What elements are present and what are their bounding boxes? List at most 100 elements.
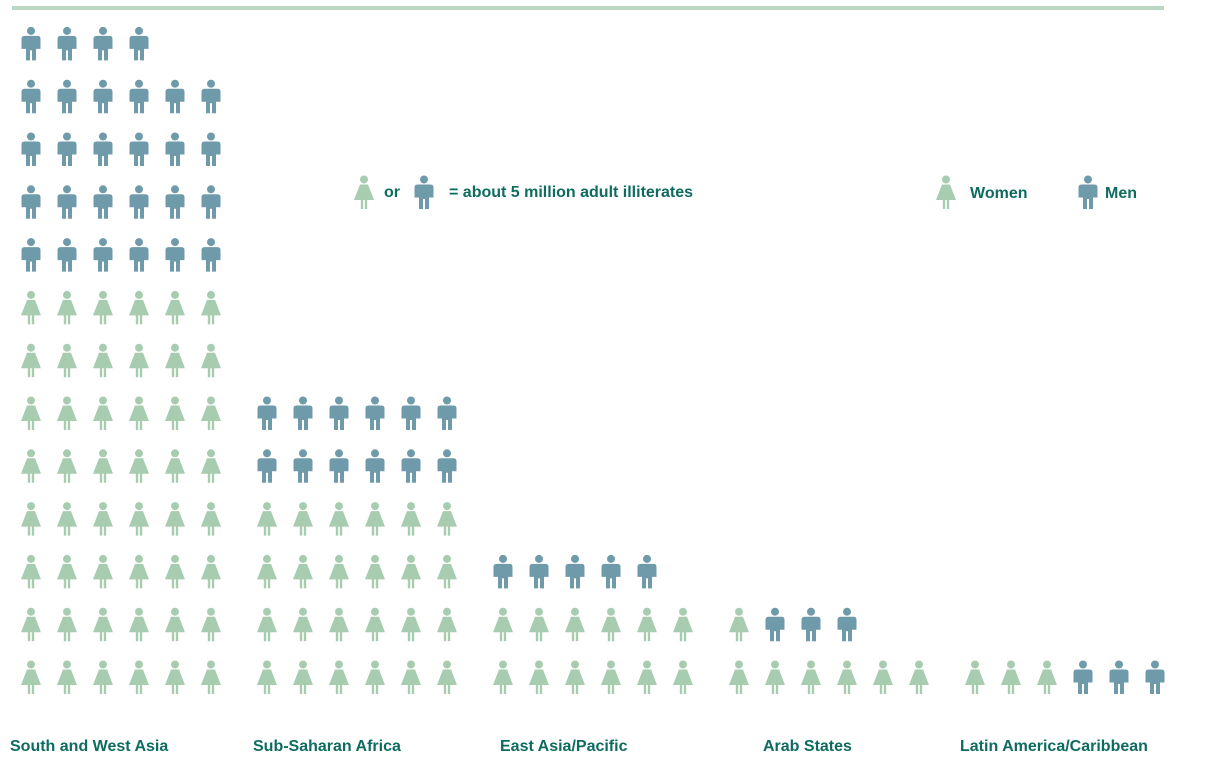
man-icon — [601, 554, 621, 589]
woman-icon — [129, 396, 149, 430]
woman-icon — [201, 502, 221, 536]
woman-icon — [529, 607, 549, 642]
woman-icon — [365, 660, 385, 694]
woman-icon — [729, 607, 749, 642]
woman-icon — [909, 660, 929, 694]
woman-icon — [293, 660, 313, 694]
woman-icon — [437, 607, 457, 642]
man-icon — [765, 607, 785, 642]
woman-icon — [729, 660, 749, 694]
woman-icon — [401, 607, 421, 642]
man-icon — [21, 26, 41, 61]
woman-icon — [165, 343, 185, 378]
legend-woman-icon — [936, 175, 956, 209]
man-icon — [293, 449, 313, 483]
legend-label-women: Women — [970, 185, 1027, 202]
man-icon — [529, 554, 549, 589]
man-icon — [329, 449, 349, 483]
woman-icon — [201, 449, 221, 483]
man-icon — [257, 449, 277, 483]
woman-icon — [21, 607, 41, 642]
man-icon — [93, 79, 113, 114]
unit-connector: or — [384, 184, 400, 201]
woman-icon — [873, 660, 893, 694]
woman-icon — [637, 660, 657, 694]
man-icon — [165, 132, 185, 166]
category-label-2: East Asia/Pacific — [500, 738, 628, 755]
man-icon — [21, 79, 41, 114]
woman-icon — [257, 502, 277, 536]
woman-icon — [293, 607, 313, 642]
woman-icon — [437, 502, 457, 536]
woman-icon — [365, 554, 385, 589]
man-icon — [565, 554, 585, 589]
woman-icon — [129, 343, 149, 378]
woman-icon — [93, 396, 113, 430]
woman-icon — [21, 449, 41, 483]
woman-icon — [129, 290, 149, 325]
woman-icon — [57, 660, 77, 694]
unit-note: = about 5 million adult illiterates — [449, 184, 693, 201]
woman-icon — [965, 660, 985, 694]
icon-group-3 — [729, 607, 929, 694]
man-icon — [21, 185, 41, 219]
woman-icon — [57, 502, 77, 536]
woman-icon — [401, 660, 421, 694]
category-label-3: Arab States — [763, 738, 852, 755]
woman-icon — [201, 660, 221, 694]
man-icon — [493, 554, 513, 589]
woman-icon — [1001, 660, 1021, 694]
woman-icon — [257, 660, 277, 694]
man-icon — [293, 396, 313, 430]
woman-icon — [565, 607, 585, 642]
legend-unit-man-icon — [414, 175, 434, 209]
man-icon — [1145, 660, 1165, 694]
legend-unit-woman-icon — [354, 175, 374, 209]
category-label-0: South and West Asia — [10, 738, 168, 755]
woman-icon — [93, 502, 113, 536]
man-icon — [401, 396, 421, 430]
man-icon — [365, 449, 385, 483]
woman-icon — [165, 502, 185, 536]
man-icon — [93, 238, 113, 272]
woman-icon — [201, 343, 221, 378]
woman-icon — [93, 343, 113, 378]
man-icon — [637, 554, 657, 589]
man-icon — [57, 26, 77, 61]
woman-icon — [57, 449, 77, 483]
woman-icon — [257, 607, 277, 642]
woman-icon — [165, 607, 185, 642]
top-rule-line — [12, 6, 1164, 10]
man-icon — [57, 238, 77, 272]
man-icon — [129, 79, 149, 114]
man-icon — [129, 238, 149, 272]
woman-icon — [57, 396, 77, 430]
category-label-4: Latin America/Caribbean — [960, 738, 1148, 755]
woman-icon — [565, 660, 585, 694]
man-icon — [165, 185, 185, 219]
woman-icon — [201, 607, 221, 642]
woman-icon — [201, 290, 221, 325]
man-icon — [201, 185, 221, 219]
woman-icon — [21, 396, 41, 430]
man-icon — [257, 396, 277, 430]
man-icon — [93, 26, 113, 61]
woman-icon — [21, 660, 41, 694]
man-icon — [401, 449, 421, 483]
woman-icon — [437, 660, 457, 694]
woman-icon — [165, 396, 185, 430]
woman-icon — [673, 660, 693, 694]
woman-icon — [93, 449, 113, 483]
woman-icon — [165, 449, 185, 483]
woman-icon — [21, 502, 41, 536]
woman-icon — [293, 554, 313, 589]
man-icon — [1109, 660, 1129, 694]
man-icon — [365, 396, 385, 430]
woman-icon — [257, 554, 277, 589]
woman-icon — [57, 554, 77, 589]
woman-icon — [165, 290, 185, 325]
woman-icon — [21, 290, 41, 325]
woman-icon — [329, 607, 349, 642]
